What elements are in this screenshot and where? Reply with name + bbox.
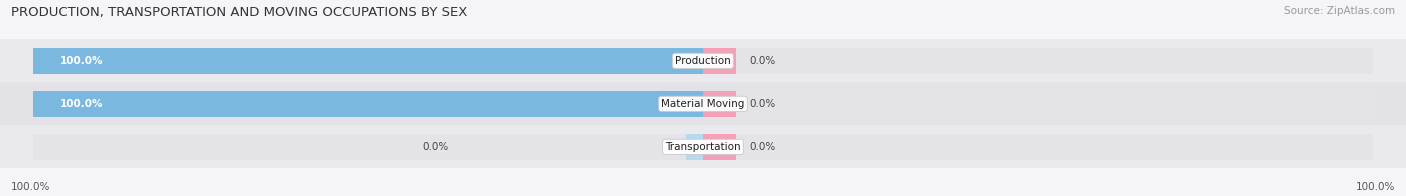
Bar: [703, 133, 737, 160]
Text: Transportation: Transportation: [665, 142, 741, 152]
Bar: [34, 91, 1372, 117]
Text: 0.0%: 0.0%: [749, 56, 776, 66]
Bar: [34, 48, 703, 74]
Bar: [34, 133, 1372, 160]
Bar: [686, 133, 703, 160]
Text: Material Moving: Material Moving: [661, 99, 745, 109]
Bar: [0, 82, 1406, 125]
Text: 0.0%: 0.0%: [749, 142, 776, 152]
Text: 100.0%: 100.0%: [60, 56, 104, 66]
Bar: [703, 91, 737, 117]
Text: Production: Production: [675, 56, 731, 66]
Bar: [703, 48, 737, 74]
Text: Source: ZipAtlas.com: Source: ZipAtlas.com: [1284, 6, 1395, 16]
Bar: [34, 48, 1372, 74]
Text: 100.0%: 100.0%: [60, 99, 104, 109]
Text: 0.0%: 0.0%: [749, 99, 776, 109]
Text: 100.0%: 100.0%: [1355, 182, 1395, 192]
Bar: [0, 125, 1406, 168]
Text: 100.0%: 100.0%: [11, 182, 51, 192]
Text: 0.0%: 0.0%: [422, 142, 449, 152]
Bar: [0, 39, 1406, 82]
Text: PRODUCTION, TRANSPORTATION AND MOVING OCCUPATIONS BY SEX: PRODUCTION, TRANSPORTATION AND MOVING OC…: [11, 6, 468, 19]
Bar: [34, 91, 703, 117]
